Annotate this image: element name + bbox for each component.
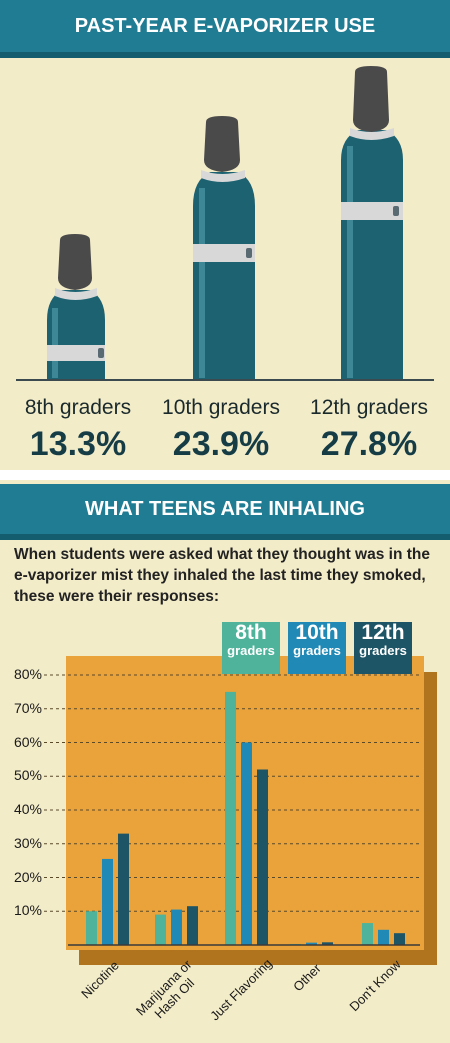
y-tick-label: 10% (13, 902, 42, 919)
bar (378, 929, 389, 945)
legend-8th-graders: 8th graders (222, 622, 280, 674)
value-12th-graders: 27.8% (320, 425, 418, 463)
bar (362, 923, 373, 945)
bar (257, 769, 268, 945)
bar (394, 933, 405, 945)
bar (102, 858, 113, 945)
section2-title: WHAT TEENS ARE INHALING (0, 484, 450, 540)
bar (225, 691, 236, 945)
bar (155, 914, 166, 945)
legend-12th-line2: graders (359, 643, 407, 658)
section-divider (0, 470, 450, 480)
value-8th-graders: 13.3% (29, 425, 127, 463)
legend-10th-line1: 10th (295, 621, 339, 644)
legend-10th-graders: 10th graders (288, 622, 346, 674)
legend-8th-line2: graders (227, 643, 275, 658)
bar (118, 833, 129, 945)
legend-10th-line2: graders (293, 643, 341, 658)
bar (187, 906, 198, 945)
section1-title: PAST-YEAR E-VAPORIZER USE (0, 0, 450, 58)
legend-8th-line1: 8th (235, 621, 267, 644)
legend-12th-graders: 12th graders (354, 622, 412, 674)
bottles-illustration (16, 66, 434, 381)
bottle-12th-graders (341, 66, 403, 380)
vaporizer-use-panel: 8th graders 10th graders 12th graders 13… (0, 58, 450, 470)
y-tick-label: 40% (13, 801, 42, 817)
y-tick-label: 20% (13, 868, 42, 885)
y-tick-label: 30% (13, 834, 42, 851)
y-tick-label: 50% (13, 767, 42, 784)
y-tick-label: 80% (13, 666, 42, 682)
value-10th-graders: 23.9% (172, 425, 270, 463)
bar (306, 942, 317, 945)
label-12th-graders: 12th graders (310, 396, 428, 419)
bar (86, 911, 97, 945)
intro-text: When students were asked what they thoug… (14, 546, 430, 605)
bar (171, 909, 182, 945)
bottle-8th-graders (47, 234, 105, 380)
bottle-10th-graders (193, 116, 255, 380)
bar (241, 742, 252, 945)
label-10th-graders: 10th graders (162, 396, 280, 419)
y-tick-label: 70% (13, 699, 42, 716)
y-tick-label: 60% (13, 733, 42, 750)
legend-12th-line1: 12th (361, 621, 405, 644)
bar (322, 942, 333, 945)
label-8th-graders: 8th graders (24, 396, 132, 419)
